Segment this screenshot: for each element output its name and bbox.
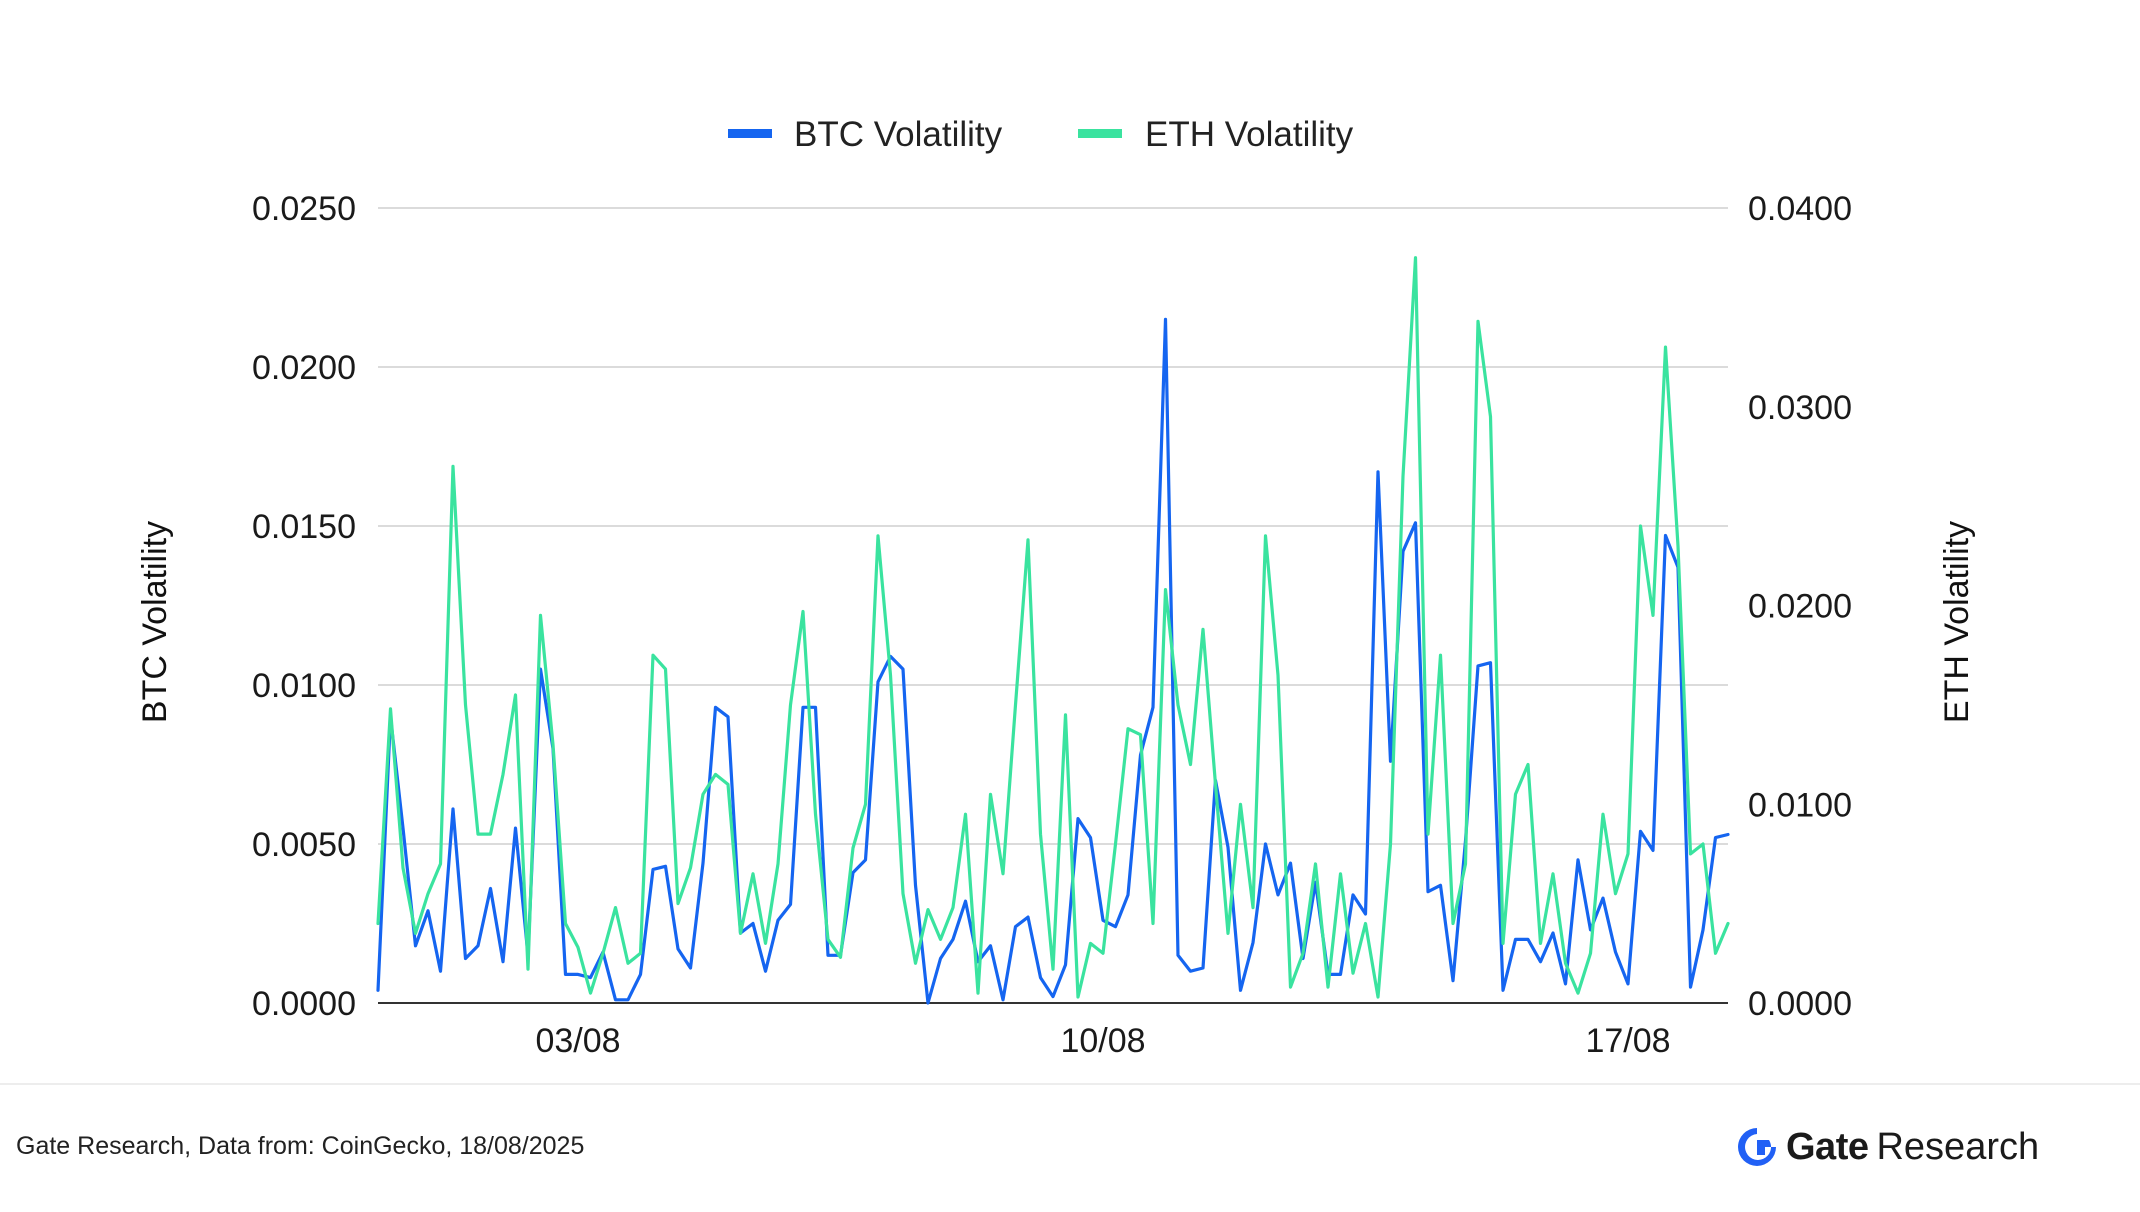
right-tick-label: 0.0100: [1748, 786, 1852, 824]
x-tick-label: 03/08: [535, 1022, 620, 1060]
left-tick-label: 0.0200: [252, 349, 356, 387]
right-axis-ticks: 0.0000 0.0100 0.0200 0.0300 0.0400: [1748, 190, 1852, 1023]
right-tick-label: 0.0300: [1748, 389, 1852, 427]
right-axis-title: ETH Volatility: [1938, 521, 1976, 723]
legend-swatch-btc: [728, 129, 772, 138]
gate-logo-icon: [1738, 1128, 1776, 1166]
brand-name: Gate: [1786, 1125, 1869, 1168]
brand-sub: Research: [1876, 1125, 2040, 1168]
right-tick-label: 0.0000: [1748, 985, 1852, 1023]
left-axis-title: BTC Volatility: [136, 521, 174, 723]
left-tick-label: 0.0100: [252, 667, 356, 705]
grid-lines: [378, 207, 1728, 1004]
brand-logo: Gate Research: [1734, 1122, 2039, 1172]
series-line-btc: [376, 317, 1730, 1005]
series-line-eth: [376, 256, 1730, 999]
right-tick-label: 0.0400: [1748, 190, 1852, 228]
right-tick-label: 0.0200: [1748, 588, 1852, 626]
left-tick-label: 0.0050: [252, 826, 356, 864]
left-tick-label: 0.0000: [252, 985, 356, 1023]
legend-label-eth: ETH Volatility: [1145, 115, 1354, 154]
source-note: Gate Research, Data from: CoinGecko, 18/…: [16, 1132, 585, 1160]
series-lines: [376, 256, 1730, 1005]
x-tick-label: 10/08: [1060, 1022, 1145, 1060]
left-tick-label: 0.0150: [252, 508, 356, 546]
left-axis-ticks: 0.0000 0.0050 0.0100 0.0150 0.0200 0.0250: [252, 190, 356, 1023]
x-axis-ticks: 03/08 10/08 17/08: [535, 1022, 1670, 1060]
legend: BTC Volatility ETH Volatility: [728, 115, 1354, 154]
legend-swatch-eth: [1078, 129, 1122, 138]
left-tick-label: 0.0250: [252, 190, 356, 228]
x-tick-label: 17/08: [1585, 1022, 1670, 1060]
legend-label-btc: BTC Volatility: [794, 115, 1003, 154]
footer-divider: [0, 1083, 2140, 1085]
volatility-chart: 0.0000 0.0050 0.0100 0.0150 0.0200 0.0250 0.0…: [136, 115, 1976, 1060]
